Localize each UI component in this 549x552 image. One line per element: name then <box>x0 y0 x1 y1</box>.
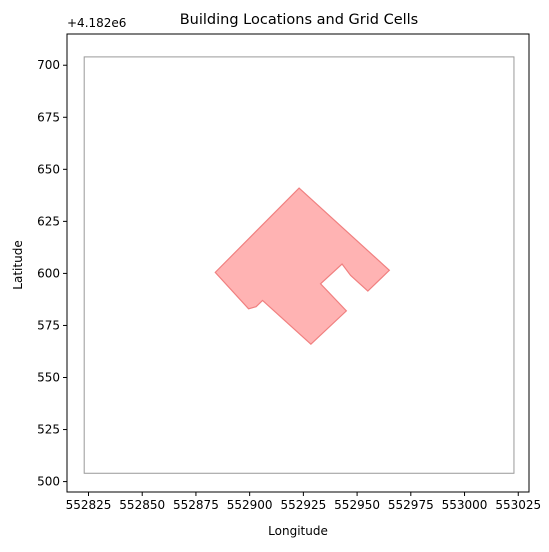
x-tick-label: 552825 <box>66 498 112 512</box>
x-tick-label: 552850 <box>119 498 165 512</box>
x-tick-label: 552925 <box>280 498 326 512</box>
x-tick-label: 552950 <box>334 498 380 512</box>
x-tick-label: 552875 <box>173 498 219 512</box>
y-tick-label: 600 <box>37 266 60 280</box>
x-tick-label: 553025 <box>495 498 541 512</box>
y-tick-label: 575 <box>37 318 60 332</box>
y-tick-label: 700 <box>37 58 60 72</box>
axes-frame <box>66 33 530 493</box>
plot-area <box>66 33 530 493</box>
x-tick-label: 552975 <box>388 498 434 512</box>
chart-title: Building Locations and Grid Cells <box>180 12 419 28</box>
y-tick-label: 675 <box>37 110 60 124</box>
x-tick-label: 553000 <box>442 498 488 512</box>
y-offset-label: +4.182e6 <box>67 16 126 30</box>
y-axis-label: Latitude <box>11 240 25 289</box>
grid-cell <box>83 56 515 474</box>
y-tick-label: 525 <box>37 423 60 437</box>
y-tick-label: 500 <box>37 475 60 489</box>
y-tick-label: 550 <box>37 371 60 385</box>
y-tick-label: 650 <box>37 162 60 176</box>
x-axis-label: Longitude <box>268 524 328 538</box>
y-tick-label: 625 <box>37 214 60 228</box>
y-axis: 500 525 550 575 600 625 650 675 700 <box>37 58 67 489</box>
x-axis: 552825 552850 552875 552900 552925 552950 5529… <box>66 492 541 512</box>
building-polygon <box>214 187 391 346</box>
x-tick-label: 552900 <box>227 498 273 512</box>
